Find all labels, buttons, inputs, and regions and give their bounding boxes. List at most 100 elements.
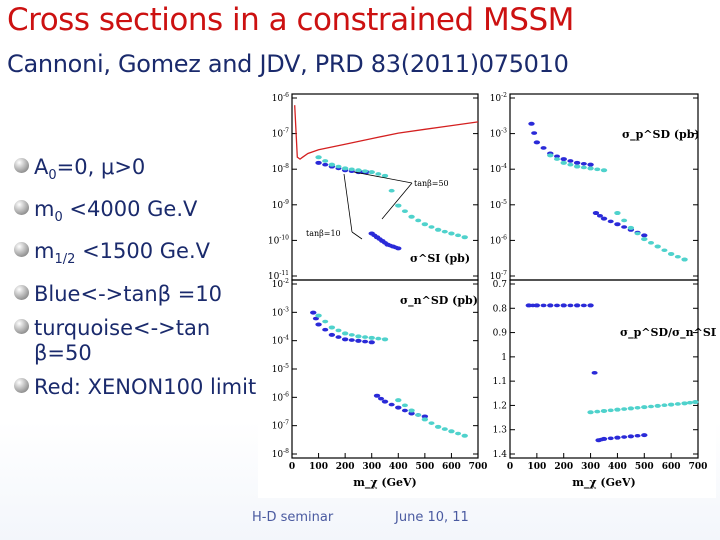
y-tick-label: 10-7 xyxy=(490,270,507,282)
data-point-turquoise xyxy=(573,164,581,169)
y-tick-label: 0.9 xyxy=(493,329,508,339)
x-tick-label: 700 xyxy=(689,462,708,472)
y-tick-label: 10-6 xyxy=(490,234,507,246)
data-point-turquoise xyxy=(441,427,448,431)
bullet-turquoise: turquoise<->tan β=50 xyxy=(14,316,259,366)
data-point-turquoise xyxy=(408,214,415,219)
data-point-blue xyxy=(373,393,381,398)
data-point-turquoise xyxy=(600,168,608,173)
data-point-turquoise xyxy=(614,407,621,412)
annotation-arrow xyxy=(343,173,363,240)
data-point-blue xyxy=(614,222,621,227)
data-point-blue xyxy=(607,436,614,441)
data-point-turquoise xyxy=(594,409,601,414)
data-point-turquoise xyxy=(315,155,322,160)
x-tick-label: 0 xyxy=(507,462,513,472)
x-tick-label: 700 xyxy=(469,462,488,472)
data-point-turquoise xyxy=(600,408,608,413)
data-point-blue xyxy=(312,316,319,321)
data-point-turquoise xyxy=(654,403,661,408)
data-point-turquoise xyxy=(421,417,429,422)
data-point-blue xyxy=(395,246,402,251)
data-point-turquoise xyxy=(681,401,688,406)
bullet-icon xyxy=(14,200,29,216)
x-tick-label: 400 xyxy=(608,462,627,472)
data-point-turquoise xyxy=(674,254,681,259)
data-point-blue xyxy=(401,408,408,413)
data-point-blue xyxy=(378,396,385,401)
data-point-blue xyxy=(560,157,567,162)
y-tick-label: 1.3 xyxy=(493,426,508,436)
data-point-blue xyxy=(335,335,342,339)
y-tick-label: 10-10 xyxy=(268,234,289,246)
data-point-turquoise xyxy=(341,166,349,171)
data-point-turquoise xyxy=(375,336,382,341)
data-point-blue xyxy=(580,161,587,166)
y-tick-label: 1 xyxy=(501,353,507,363)
data-point-turquoise xyxy=(381,337,389,342)
bullet-icon xyxy=(14,242,29,258)
data-point-blue xyxy=(634,433,641,438)
data-point-turquoise xyxy=(401,209,408,213)
data-point-turquoise xyxy=(681,257,688,262)
data-point-turquoise xyxy=(686,400,693,405)
data-point-turquoise xyxy=(614,211,621,216)
data-point-turquoise xyxy=(322,319,329,324)
x-tick-label: 500 xyxy=(415,462,434,472)
data-point-turquoise xyxy=(428,421,435,425)
data-point-turquoise xyxy=(415,413,422,417)
panel-label: σ_p^SD/σ_n^SD xyxy=(620,326,716,340)
y-tick-label: 10-5 xyxy=(272,363,289,375)
data-point-turquoise xyxy=(627,406,635,411)
x-tick-label: 400 xyxy=(389,462,408,472)
data-point-turquoise xyxy=(607,408,614,413)
data-point-turquoise xyxy=(395,398,402,403)
data-point-blue xyxy=(328,332,336,337)
y-tick-label: 10-9 xyxy=(272,199,289,211)
bullet-icon xyxy=(14,318,29,334)
data-point-turquoise xyxy=(322,159,329,163)
data-point-blue xyxy=(567,303,574,308)
data-point-turquoise xyxy=(648,404,654,409)
data-point-blue xyxy=(554,303,560,308)
data-point-blue xyxy=(580,303,587,308)
data-point-turquoise xyxy=(388,188,395,193)
data-point-turquoise xyxy=(461,433,468,438)
data-point-blue xyxy=(540,303,547,308)
x-tick-label: 100 xyxy=(527,462,546,472)
y-tick-label: 0.7 xyxy=(493,280,508,290)
data-point-turquoise xyxy=(667,402,675,407)
annotation-tanb10: tanβ=10 xyxy=(306,229,341,238)
slide-title: Cross sections in a constrained MSSM xyxy=(7,2,574,38)
data-point-blue xyxy=(600,216,608,221)
data-point-turquoise xyxy=(355,168,362,173)
data-point-blue xyxy=(554,154,560,159)
data-point-turquoise xyxy=(448,429,455,434)
footer-date: June 10, 11 xyxy=(395,510,469,525)
plots-svg: 10-6 10-7 10-8 10-9 10-10 10-11 σ^SI (pb) tanβ=… xyxy=(268,92,720,490)
data-point-turquoise xyxy=(434,424,442,429)
data-point-blue xyxy=(315,160,322,165)
data-point-turquoise xyxy=(674,402,681,406)
data-point-turquoise xyxy=(455,431,462,436)
data-point-turquoise xyxy=(641,405,648,410)
bullet-list: A0=0, μ>0 m0 <4000 Ge.V m1/2 <1500 Ge.V … xyxy=(14,155,259,409)
data-point-turquoise xyxy=(408,408,415,413)
data-point-turquoise xyxy=(328,162,336,167)
annotation-tanb50: tanβ=50 xyxy=(414,179,449,188)
data-point-blue xyxy=(355,338,362,343)
data-point-turquoise xyxy=(654,244,661,249)
bullet-icon xyxy=(14,377,29,393)
y-tick-label: 10-8 xyxy=(272,163,289,175)
y-tick-label: 10-7 xyxy=(272,420,289,432)
data-point-turquoise xyxy=(401,403,408,408)
data-point-turquoise xyxy=(395,203,402,208)
bullet-icon xyxy=(14,284,29,300)
data-point-blue xyxy=(368,340,375,345)
data-point-turquoise xyxy=(441,229,448,234)
data-point-blue xyxy=(322,162,329,167)
data-point-blue xyxy=(395,405,402,410)
y-tick-label: 1.2 xyxy=(493,401,507,411)
y-tick-label: 10-8 xyxy=(272,448,289,460)
data-point-turquoise xyxy=(621,407,628,411)
